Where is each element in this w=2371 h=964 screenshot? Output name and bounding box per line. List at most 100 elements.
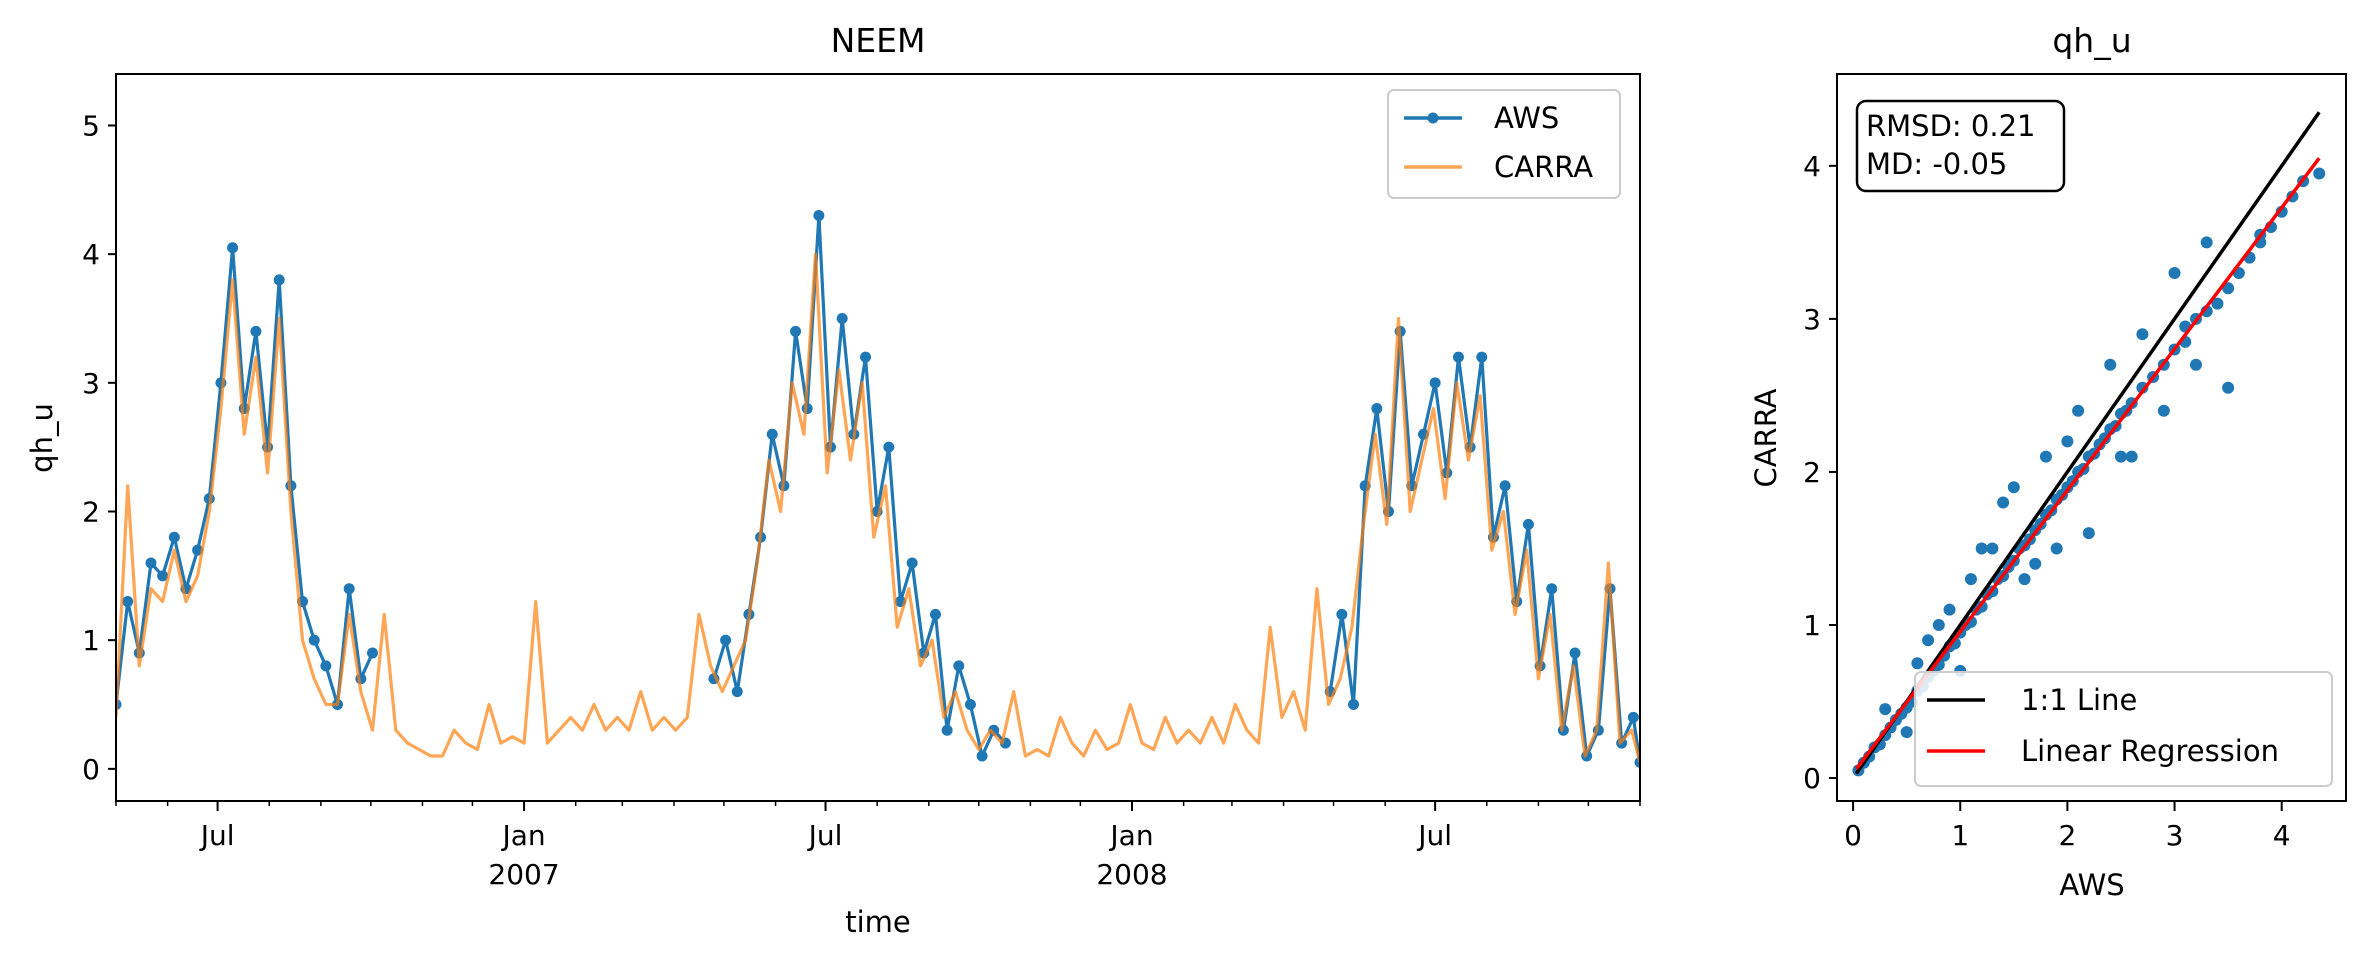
aws-point	[227, 242, 239, 254]
aws-point	[1452, 351, 1464, 363]
x-tick-label: 4	[2273, 819, 2291, 852]
aws-point	[883, 441, 895, 453]
scatter-point	[1997, 496, 2010, 509]
x-tick-label: Jul	[199, 819, 235, 852]
timeseries-legend: AWS CARRA	[1387, 89, 1621, 199]
aws-point	[1569, 647, 1581, 659]
aws-point	[145, 557, 157, 569]
timeseries-frame	[115, 73, 1641, 802]
aws-point	[941, 724, 953, 736]
scatter-point	[2104, 358, 2117, 371]
scatter-point	[1932, 618, 1945, 631]
x-tick-label: Jan	[500, 819, 545, 852]
scatter-point	[1986, 542, 1999, 555]
aws-point	[1348, 698, 1360, 710]
scatter-point	[1922, 634, 1935, 647]
one-to-one-line	[1854, 111, 2321, 775]
aws-point	[964, 698, 976, 710]
aws-point	[953, 660, 965, 672]
scatter-point	[2050, 542, 2063, 555]
scatter-x-label: AWS	[2059, 868, 2124, 902]
legend-aws-label: AWS	[1494, 101, 1559, 135]
scatter-point	[2125, 450, 2138, 463]
legend-regression-label: Linear Regression	[2021, 734, 2279, 768]
scatter-x-axis: 0 1 2 3 4	[1844, 801, 2291, 852]
timeseries-y-label: qh_u	[25, 403, 59, 473]
y-tick-label: 1	[1803, 609, 1821, 642]
y-tick-label: 3	[1803, 303, 1821, 336]
scatter-point	[2313, 167, 2326, 180]
aws-point	[1429, 377, 1441, 389]
aws-point	[766, 428, 778, 440]
aws-point	[1476, 351, 1488, 363]
scatter-panel: qh_u 0 1 2 3 4 0 1 2 3 4 AWS CARRA RMSD: 0.21 MD…	[1749, 21, 2347, 902]
scatter-point	[2157, 404, 2170, 417]
aws-series-line	[1328, 329, 1640, 763]
aws-point	[1627, 711, 1639, 723]
aws-point	[790, 325, 802, 337]
aws-point	[343, 583, 355, 595]
scatter-point	[2136, 328, 2149, 341]
aws-series-line	[712, 213, 1007, 758]
scatter-point	[1879, 703, 1892, 716]
scatter-point	[2018, 573, 2031, 586]
scatter-point	[2168, 266, 2181, 279]
scatter-fit-lines	[1854, 111, 2321, 775]
aws-point	[929, 608, 941, 620]
timeseries-panel: NEEM 0 1 2 3 4 5 Jul Jan 2007 Jul Jan 2008 Jul time…	[25, 21, 1641, 939]
aws-point	[1499, 480, 1511, 492]
y-tick-label: 0	[82, 753, 100, 786]
timeseries-x-label: time	[845, 905, 911, 939]
scatter-y-label: CARRA	[1749, 388, 1783, 487]
x-tick-label: 3	[2166, 819, 2184, 852]
y-tick-label: 3	[82, 367, 100, 400]
x-tick-label: Jul	[807, 819, 843, 852]
aws-point	[320, 660, 332, 672]
scatter-point	[2082, 527, 2095, 540]
scatter-point	[2200, 236, 2213, 249]
scatter-legend-box	[1914, 671, 2333, 787]
scatter-title: qh_u	[2052, 21, 2131, 60]
aws-point	[1522, 518, 1534, 530]
scatter-point	[2189, 358, 2202, 371]
aws-point	[906, 557, 918, 569]
aws-point	[1371, 403, 1383, 415]
y-tick-label: 2	[1803, 456, 1821, 489]
regression-line	[1854, 157, 2321, 770]
rmsd-text: RMSD: 0.21	[1866, 109, 2035, 143]
legend-one-to-one-label: 1:1 Line	[2021, 683, 2137, 717]
x-tick-year-label: 2007	[488, 858, 559, 891]
aws-series-line	[116, 246, 374, 707]
x-tick-year-label: 2008	[1096, 858, 1167, 891]
scatter-point	[2007, 481, 2020, 494]
aws-point	[731, 686, 743, 698]
scatter-point	[2222, 381, 2235, 394]
x-tick-label: 1	[1951, 819, 1969, 852]
aws-point	[250, 325, 262, 337]
stats-box: RMSD: 0.21 MD: -0.05	[1855, 99, 2066, 193]
timeseries-title: NEEM	[831, 21, 926, 60]
scatter-y-axis: 0 1 2 3 4	[1803, 150, 1837, 795]
legend-aws-marker	[1427, 112, 1439, 124]
carra-series-line	[116, 252, 1640, 763]
x-tick-label: 2	[2058, 819, 2076, 852]
aws-point	[1546, 583, 1558, 595]
aws-point	[836, 312, 848, 324]
scatter-point	[1943, 603, 1956, 616]
scatter-point	[2039, 450, 2052, 463]
y-tick-label: 0	[1803, 762, 1821, 795]
scatter-legend: 1:1 Line Linear Regression	[1914, 671, 2333, 787]
timeseries-y-axis: 0 1 2 3 4 5	[82, 109, 116, 786]
y-tick-label: 2	[82, 495, 100, 528]
scatter-point	[2222, 282, 2235, 295]
scatter-point	[1975, 542, 1988, 555]
y-tick-label: 4	[1803, 150, 1821, 183]
scatter-point	[1900, 726, 1913, 739]
aws-point	[813, 210, 825, 222]
x-tick-label: 0	[1844, 819, 1862, 852]
y-tick-label: 4	[82, 238, 100, 271]
aws-point	[720, 634, 732, 646]
aws-point	[976, 750, 988, 762]
timeseries-x-axis: Jul Jan 2007 Jul Jan 2008 Jul	[115, 801, 1641, 891]
